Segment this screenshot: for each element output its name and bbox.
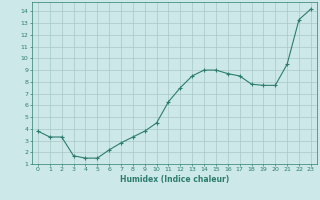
X-axis label: Humidex (Indice chaleur): Humidex (Indice chaleur): [120, 175, 229, 184]
